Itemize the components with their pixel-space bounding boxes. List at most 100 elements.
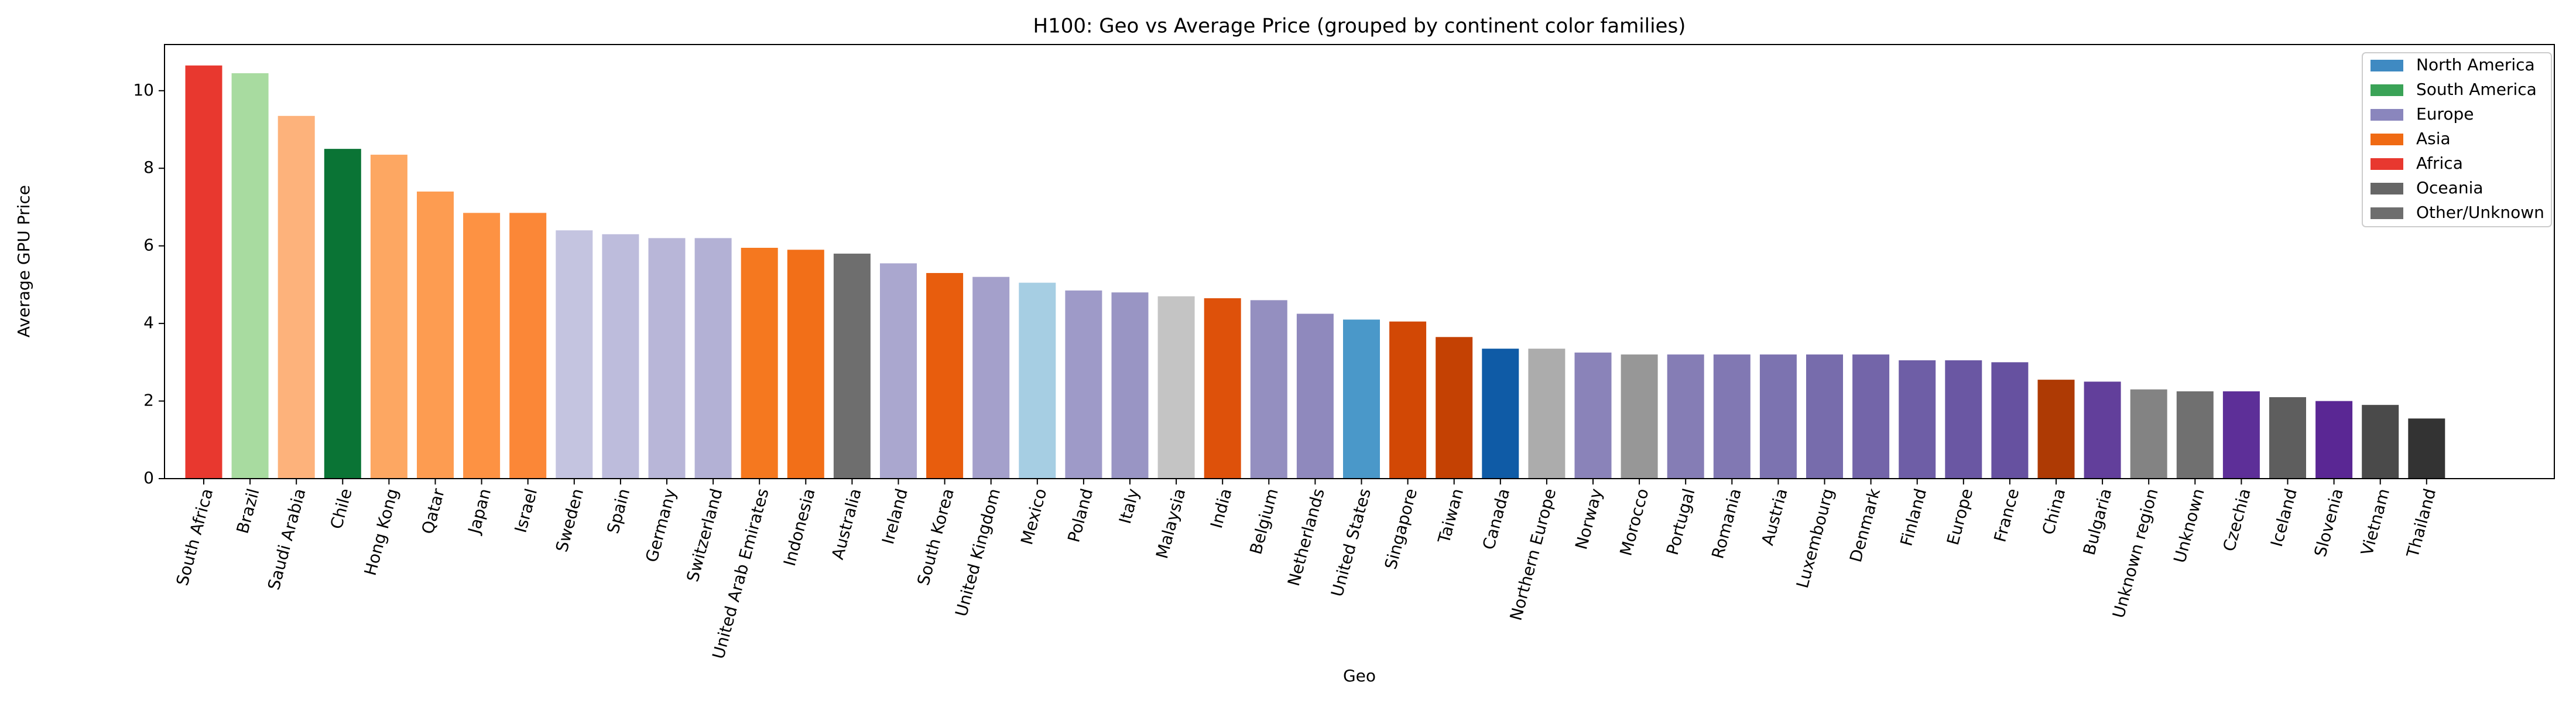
x-tick-label: Israel <box>511 486 542 534</box>
x-tick-label: Germany <box>642 486 680 564</box>
y-tick-label: 2 <box>143 391 154 410</box>
bar <box>1436 337 1473 479</box>
x-tick-label: Austria <box>1758 486 1791 547</box>
y-tick-label: 10 <box>133 80 154 100</box>
x-tick-label: United Kingdom <box>951 486 1004 619</box>
legend-label: North America <box>2416 55 2535 74</box>
bar <box>2037 380 2075 479</box>
x-tick-label: Mexico <box>1017 486 1050 547</box>
legend-label: Other/Unknown <box>2416 203 2544 222</box>
bar <box>741 247 778 479</box>
chart-title: H100: Geo vs Average Price (grouped by c… <box>1033 15 1686 38</box>
bar <box>926 273 964 479</box>
plot-frame <box>164 44 2555 479</box>
bar <box>1667 354 1704 479</box>
bar <box>1621 354 1658 479</box>
x-tick-label: South Africa <box>173 486 217 588</box>
bar <box>833 253 871 479</box>
bar <box>509 213 547 479</box>
bar <box>1389 321 1427 479</box>
x-tick-label: Saudi Arabia <box>264 486 310 592</box>
x-tick-label: Iceland <box>2267 486 2301 548</box>
x-tick-label: France <box>1990 486 2023 544</box>
bar <box>2084 381 2121 479</box>
x-tick-label: Norway <box>1571 486 1606 551</box>
x-tick-label: Unknown region <box>2109 486 2162 620</box>
y-axis-label: Average GPU Price <box>14 185 33 337</box>
bar <box>185 65 222 479</box>
x-tick-label: Europe <box>1943 486 1976 547</box>
bar <box>556 230 593 479</box>
bar <box>1759 354 1797 479</box>
x-tick-label: Switzerland <box>683 486 726 583</box>
x-tick-label: Spain <box>603 486 633 535</box>
x-tick-label: Bulgaria <box>2080 486 2116 557</box>
x-tick-label: Qatar <box>418 486 448 536</box>
legend-swatch <box>2371 134 2403 145</box>
bar <box>1482 349 1519 479</box>
bar <box>2408 418 2445 479</box>
bar <box>1157 296 1195 479</box>
bar <box>1991 362 2029 479</box>
bar <box>278 115 315 479</box>
x-tick-label: Czechia <box>2219 486 2255 553</box>
x-tick-label: Denmark <box>1846 486 1884 565</box>
bar <box>1945 360 1982 479</box>
bar <box>463 213 501 479</box>
bar <box>2269 397 2306 479</box>
bar <box>602 234 639 479</box>
x-tick-label: Netherlands <box>1284 486 1328 588</box>
x-tick-label: Poland <box>1064 486 1097 544</box>
x-tick-label: Ireland <box>878 486 912 546</box>
y-tick-label: 0 <box>143 468 154 487</box>
bar <box>787 250 824 479</box>
bar <box>370 155 407 479</box>
bar <box>1806 354 1843 479</box>
x-tick-label: Indonesia <box>780 486 819 568</box>
bar <box>1528 349 1566 479</box>
y-tick-label: 6 <box>143 236 154 255</box>
y-tick-label: 8 <box>143 158 154 177</box>
bar <box>1204 298 1241 479</box>
bar <box>1065 290 1102 479</box>
x-tick-label: United States <box>1327 486 1375 599</box>
bar <box>1899 360 1936 479</box>
bar <box>2176 391 2214 479</box>
bar <box>417 191 454 479</box>
x-tick-label: Chile <box>327 486 356 531</box>
x-tick-label: Unknown <box>2170 486 2208 565</box>
bar <box>1296 313 1334 479</box>
legend-label: Africa <box>2416 153 2463 173</box>
bar <box>1250 300 1287 479</box>
legend-swatch <box>2371 109 2403 121</box>
x-tick-label: Brazil <box>232 486 263 535</box>
bar <box>648 238 686 479</box>
legend-label: South America <box>2416 80 2537 99</box>
legend-swatch <box>2371 158 2403 170</box>
bar <box>2315 401 2353 479</box>
bar <box>2222 391 2260 479</box>
x-tick-label: Sweden <box>552 486 588 554</box>
bar <box>2130 389 2167 479</box>
x-tick-label: Malaysia <box>1152 486 1190 561</box>
x-tick-label: China <box>2039 486 2070 537</box>
bar <box>231 73 269 479</box>
x-tick-label: Thailand <box>2403 486 2440 560</box>
x-tick-label: Belgium <box>1246 486 1282 556</box>
legend-swatch <box>2371 207 2403 219</box>
x-tick-label: Italy <box>1115 486 1143 525</box>
y-tick-label: 4 <box>143 313 154 332</box>
x-tick-label: Luxembourg <box>1793 486 1838 590</box>
bar <box>1111 292 1149 479</box>
x-tick-label: Portugal <box>1663 486 1699 557</box>
x-tick-label: South Korea <box>913 486 958 587</box>
bar <box>972 277 1010 479</box>
legend-label: Europe <box>2416 104 2474 124</box>
legend-box <box>2362 52 2552 227</box>
bar <box>1852 354 1890 479</box>
x-tick-label: Japan <box>464 486 495 537</box>
x-tick-label: Slovenia <box>2310 486 2347 559</box>
bar <box>2362 405 2399 479</box>
x-tick-label: Northern Europe <box>1506 486 1560 622</box>
